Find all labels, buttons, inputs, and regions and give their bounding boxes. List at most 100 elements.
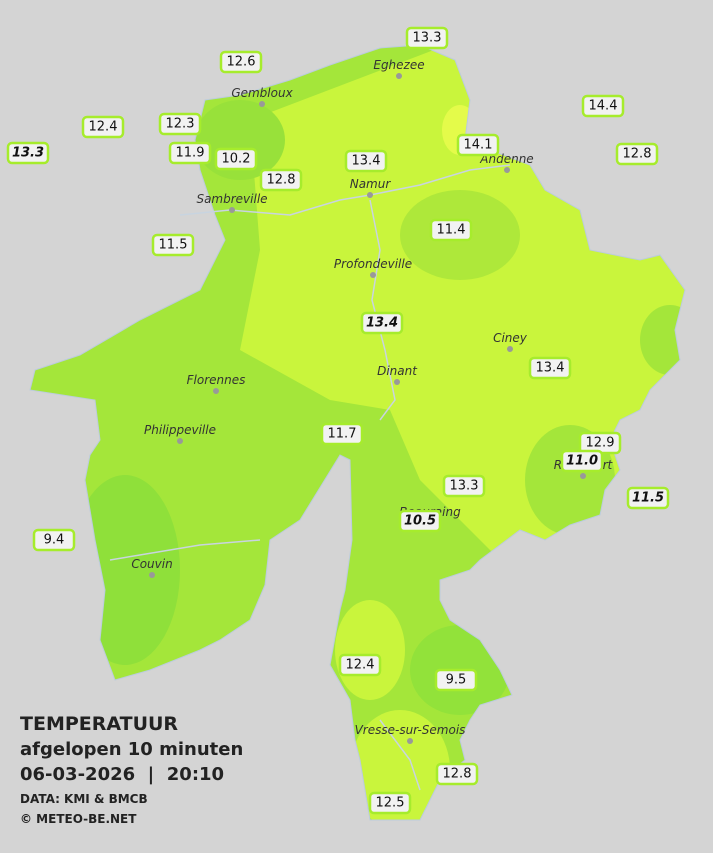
city-dot [213, 388, 219, 394]
station: 10.5 [398, 509, 442, 533]
city-label: Couvin [131, 557, 172, 571]
legend-credit: © METEO-BE.NET [20, 812, 137, 826]
station-box [429, 218, 473, 242]
station-box [581, 94, 625, 118]
station: 14.4 [581, 94, 625, 118]
city-label: Florennes [187, 373, 246, 387]
station: 9.5 [434, 668, 478, 692]
station-box [344, 149, 388, 173]
station-box [320, 422, 364, 446]
station: 12.4 [338, 653, 382, 677]
station-value: 12.9 [586, 436, 615, 451]
station-value: 9.4 [44, 533, 65, 548]
city-label: Profondeville [334, 257, 412, 271]
city-label: Sambreville [196, 192, 267, 206]
station-box [338, 653, 382, 677]
station-value: 10.2 [222, 152, 251, 167]
station: 13.3 [442, 474, 486, 498]
city-label: Ciney [493, 331, 528, 345]
station-value: 13.4 [536, 361, 565, 376]
legend-title: TEMPERATUUR [20, 713, 178, 735]
city-dot [396, 73, 402, 79]
station: 9.4 [32, 528, 76, 552]
legend-subtitle: afgelopen 10 minuten [20, 739, 243, 760]
city-label: Gembloux [231, 86, 293, 100]
legend-source: DATA: KMI & BMCB [20, 792, 148, 806]
city-dot [504, 167, 510, 173]
station-value: 11.5 [159, 238, 188, 253]
city-dot [229, 207, 235, 213]
city-dot [367, 192, 373, 198]
station-value: 12.4 [89, 120, 118, 135]
station: 11.5 [626, 486, 670, 510]
station-value: 12.8 [267, 173, 296, 188]
station-value: 13.3 [450, 479, 479, 494]
station-value: 13.3 [12, 146, 44, 161]
station-box [398, 509, 442, 533]
city-label: Eghezee [373, 58, 424, 72]
station: 13.4 [360, 311, 404, 335]
station-box [528, 356, 572, 380]
station-value: 11.4 [437, 223, 466, 238]
station-box [158, 112, 202, 136]
city-dot [394, 379, 400, 385]
station-box [442, 474, 486, 498]
station: 14.1 [456, 133, 500, 157]
station: 12.8 [615, 142, 659, 166]
station-value: 12.8 [443, 767, 472, 782]
city-dot [177, 438, 183, 444]
station: 11.0 [560, 449, 604, 473]
station-value: 9.5 [446, 673, 467, 688]
city-label: Namur [350, 177, 392, 191]
station-value: 11.0 [566, 454, 598, 469]
station-value: 10.5 [404, 514, 436, 529]
station-box [435, 762, 479, 786]
station-value: 12.6 [227, 55, 256, 70]
station: 13.4 [344, 149, 388, 173]
station: 12.3 [158, 112, 202, 136]
station-box [368, 791, 412, 815]
station: 12.9 [578, 431, 622, 455]
station-value: 11.5 [632, 491, 664, 506]
station-value: 13.3 [413, 31, 442, 46]
station: 13.4 [528, 356, 572, 380]
city-label: Dinant [377, 364, 418, 378]
station-box [214, 147, 258, 171]
station: 11.9 [168, 141, 212, 165]
station-box [151, 233, 195, 257]
station: 12.5 [368, 791, 412, 815]
city-label: Philippeville [144, 423, 216, 437]
station: 11.5 [151, 233, 195, 257]
station: 12.6 [219, 50, 263, 74]
station-box [434, 668, 478, 692]
station-box [615, 142, 659, 166]
station-box [6, 141, 50, 165]
legend-datetime: 06-03-2026 | 20:10 [20, 764, 224, 785]
station-value: 14.4 [589, 99, 618, 114]
station-box [405, 26, 449, 50]
station: 13.3 [6, 141, 50, 165]
station-box [219, 50, 263, 74]
station-box [81, 115, 125, 139]
city-dot [259, 101, 265, 107]
station-box [560, 449, 604, 473]
station-box [168, 141, 212, 165]
station: 12.8 [259, 168, 303, 192]
station: 11.4 [429, 218, 473, 242]
station-value: 11.9 [176, 146, 205, 161]
station-box [626, 486, 670, 510]
station: 12.8 [435, 762, 479, 786]
station-box [360, 311, 404, 335]
station-value: 12.3 [166, 117, 195, 132]
station-value: 12.5 [376, 796, 405, 811]
city-dot [580, 473, 586, 479]
station: 13.3 [405, 26, 449, 50]
station-value: 14.1 [464, 138, 493, 153]
station-value: 13.4 [352, 154, 381, 169]
station-value: 12.4 [346, 658, 375, 673]
station-box [456, 133, 500, 157]
city-label: Vresse-sur-Semois [355, 723, 466, 737]
station: 11.7 [320, 422, 364, 446]
station: 12.4 [81, 115, 125, 139]
